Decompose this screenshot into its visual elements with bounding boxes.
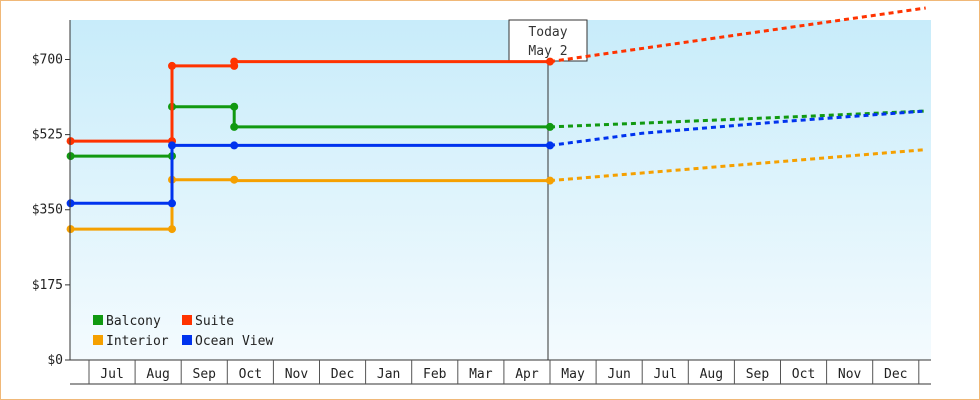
legend-item-balcony: Balcony bbox=[93, 314, 161, 329]
series-line-suite bbox=[70, 60, 550, 143]
series-ocean-view bbox=[66, 109, 926, 208]
plot-area bbox=[70, 20, 931, 360]
series-line-interior bbox=[70, 178, 550, 231]
data-point-ocean-view bbox=[230, 141, 239, 150]
data-point-ocean-view bbox=[168, 199, 176, 208]
x-tick-label: Feb bbox=[423, 367, 447, 382]
legend-item-interior: Interior bbox=[93, 334, 169, 349]
data-point-interior bbox=[230, 175, 239, 184]
x-tick-label: Aug bbox=[700, 367, 723, 382]
x-tick-label: Apr bbox=[515, 367, 539, 382]
data-point-interior bbox=[66, 225, 75, 234]
x-tick-label: Oct bbox=[239, 367, 262, 382]
y-tick-label: $0 bbox=[47, 353, 63, 368]
legend-label: Ocean View bbox=[195, 334, 273, 349]
x-tick-label: Jul bbox=[654, 367, 677, 382]
x-tick-label: Aug bbox=[146, 367, 169, 382]
legend-label: Suite bbox=[195, 314, 234, 329]
data-point-ocean-view bbox=[546, 141, 554, 150]
data-point-balcony bbox=[66, 152, 75, 161]
legend-label: Interior bbox=[106, 334, 169, 349]
x-tick-label: May bbox=[561, 367, 585, 382]
series-line-balcony bbox=[70, 105, 550, 158]
y-tick-label: $350 bbox=[32, 203, 63, 218]
x-tick-label: Dec bbox=[331, 367, 354, 382]
legend-swatch bbox=[93, 335, 103, 345]
data-point-suite bbox=[66, 137, 75, 146]
x-tick-label: Oct bbox=[792, 367, 815, 382]
today-annotation-label: Today bbox=[528, 25, 567, 40]
today-annotation-box bbox=[508, 19, 588, 62]
x-tick-label: Sep bbox=[746, 367, 770, 382]
data-point-suite bbox=[168, 61, 176, 70]
data-point-balcony bbox=[546, 122, 554, 131]
legend-swatch bbox=[93, 315, 103, 325]
forecast-line-suite bbox=[549, 6, 926, 64]
x-tick-label: Sep bbox=[193, 367, 217, 382]
y-tick-label: $175 bbox=[32, 278, 63, 293]
data-point-ocean-view bbox=[168, 141, 176, 150]
x-tick-label: Dec bbox=[884, 367, 907, 382]
data-point-suite bbox=[230, 57, 239, 66]
data-point-balcony bbox=[230, 102, 239, 111]
data-point-interior bbox=[168, 225, 176, 234]
data-point-suite bbox=[546, 57, 554, 66]
today-annotation-date: May 2 bbox=[528, 44, 567, 59]
x-tick-label: Nov bbox=[285, 367, 309, 382]
legend-swatch bbox=[182, 315, 192, 325]
x-tick-label: Mar bbox=[469, 367, 493, 382]
x-tick-label: Nov bbox=[838, 367, 862, 382]
data-point-interior bbox=[546, 176, 554, 185]
x-tick-label: Jun bbox=[607, 367, 630, 382]
forecast-line-ocean-view bbox=[549, 109, 926, 147]
x-tick-label: Jul bbox=[100, 367, 123, 382]
legend-label: Balcony bbox=[106, 314, 161, 329]
y-tick-label: $525 bbox=[32, 128, 63, 143]
x-tick-label: Jan bbox=[377, 367, 400, 382]
data-point-ocean-view bbox=[66, 199, 75, 208]
legend-item-suite: Suite bbox=[182, 314, 234, 329]
data-point-balcony bbox=[230, 122, 239, 131]
legend-item-ocean-view: Ocean View bbox=[182, 334, 273, 349]
y-tick-label: $700 bbox=[32, 52, 63, 67]
series-suite bbox=[66, 6, 926, 146]
legend-swatch bbox=[182, 335, 192, 345]
